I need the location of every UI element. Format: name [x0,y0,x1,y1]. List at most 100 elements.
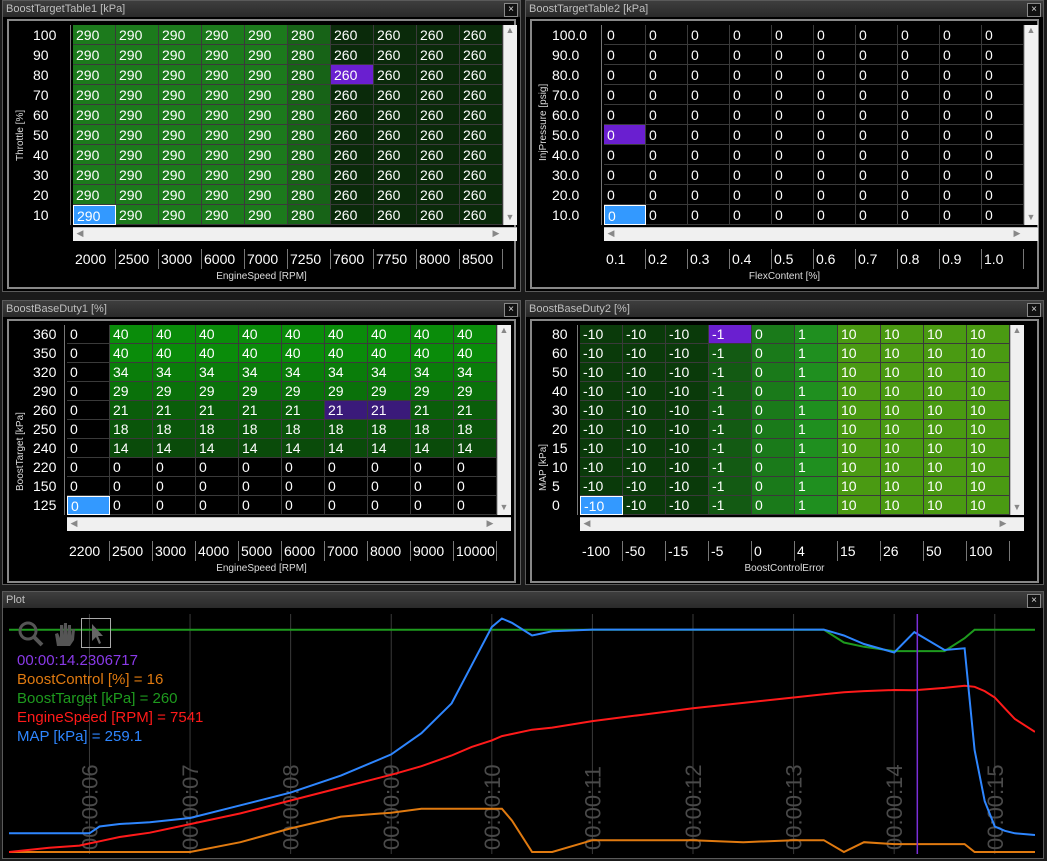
horizontal-scrollbar[interactable] [73,227,517,241]
table-cell[interactable]: 0 [814,105,856,125]
table-cell[interactable]: 0 [898,65,940,85]
table-cell[interactable]: 0 [772,145,814,165]
table-cell[interactable]: 0 [368,477,411,496]
table-cell[interactable]: 14 [411,439,454,458]
table-cell[interactable]: 260 [374,25,417,45]
table-cell[interactable]: -1 [709,325,752,344]
table-cell[interactable]: 0 [688,45,730,65]
table-cell[interactable]: -10 [666,496,709,515]
table-cell[interactable]: 260 [374,65,417,85]
table-cell[interactable]: 0 [646,65,688,85]
scroll-right-arrow-icon[interactable]: ▶ [492,228,500,238]
table-cell[interactable]: -1 [709,363,752,382]
scroll-up-arrow-icon[interactable]: ▲ [1012,325,1022,335]
table-cell[interactable]: 0 [239,496,282,515]
table-cell[interactable]: 29 [196,382,239,401]
table-cell[interactable]: 0 [898,205,940,225]
table-cell[interactable]: 0 [604,165,646,185]
table-cell[interactable]: 10 [881,458,924,477]
table-cell[interactable]: 0 [282,496,325,515]
table-cell[interactable]: 290 [116,125,159,145]
table-cell[interactable]: 260 [460,185,503,205]
table-cell[interactable]: 0 [454,496,497,515]
scroll-down-arrow-icon[interactable]: ▼ [499,502,509,512]
table-cell[interactable]: 260 [374,105,417,125]
table-cell[interactable]: 40 [282,325,325,344]
table-cell[interactable]: 0 [604,45,646,65]
table-cell[interactable]: 260 [417,45,460,65]
table-cell[interactable]: 260 [460,105,503,125]
table-cell[interactable]: 29 [368,382,411,401]
table-cell[interactable]: 280 [288,185,331,205]
table-cell[interactable]: 0 [856,85,898,105]
table-cell[interactable]: 0 [752,382,795,401]
table-cell[interactable]: 0 [772,125,814,145]
table-cell[interactable]: 0 [772,185,814,205]
table-cell[interactable]: -10 [666,363,709,382]
table-cell[interactable]: 0 [604,105,646,125]
table-cell[interactable]: 29 [454,382,497,401]
table-cell[interactable]: 260 [331,25,374,45]
scroll-right-arrow-icon[interactable]: ▶ [1013,228,1021,238]
table-cell[interactable]: 290 [116,185,159,205]
table-cell[interactable]: 260 [460,45,503,65]
table-cell[interactable]: 0 [898,145,940,165]
table-cell[interactable]: 0 [772,165,814,185]
table-cell[interactable]: 1 [795,401,838,420]
table-cell[interactable]: -1 [709,344,752,363]
table-cell[interactable]: 0 [688,25,730,45]
table-cell[interactable]: 260 [331,145,374,165]
table-cell[interactable]: 290 [73,85,116,105]
table-cell[interactable]: 10 [967,458,1010,477]
table-cell[interactable]: 260 [417,105,460,125]
table-cell[interactable]: 1 [795,439,838,458]
table-cell[interactable]: 280 [288,85,331,105]
table-cell[interactable]: 21 [411,401,454,420]
table-cell[interactable]: 290 [245,145,288,165]
table-cell[interactable]: 0 [772,65,814,85]
table-cell[interactable]: 40 [325,344,368,363]
table-cell[interactable]: 10 [924,325,967,344]
table-cell[interactable]: 10 [881,325,924,344]
table-cell[interactable]: 0 [982,65,1024,85]
horizontal-scrollbar[interactable] [604,227,1038,241]
table-cell[interactable]: 14 [239,439,282,458]
table-cell[interactable]: 29 [325,382,368,401]
table-cell[interactable]: 18 [454,420,497,439]
table-cell[interactable]: 34 [411,363,454,382]
table-cell[interactable]: 290 [159,145,202,165]
table-cell[interactable]: 290 [73,45,116,65]
table-cell[interactable]: 40 [411,325,454,344]
table-cell[interactable]: 280 [288,145,331,165]
table-cell[interactable]: -10 [623,496,666,515]
table-cell[interactable]: 0 [814,85,856,105]
table-cell[interactable]: 290 [159,125,202,145]
table-cell[interactable]: 280 [288,125,331,145]
table-cell[interactable]: 0 [67,439,110,458]
table-cell[interactable]: 10 [838,401,881,420]
table-cell[interactable]: 0 [982,165,1024,185]
table-cell[interactable]: 0 [772,45,814,65]
table-cell[interactable]: 290 [202,25,245,45]
table-cell[interactable]: 290 [73,25,116,45]
table-cell[interactable]: 0 [646,165,688,185]
table-cell[interactable]: 0 [856,125,898,145]
table-cell[interactable]: 260 [417,25,460,45]
close-button[interactable]: × [504,3,518,17]
hand-pan-icon[interactable] [49,620,77,648]
table-cell[interactable]: 34 [368,363,411,382]
table-cell[interactable]: 290 [245,185,288,205]
table-cell[interactable]: 0 [153,458,196,477]
table-cell[interactable]: 290 [73,185,116,205]
scroll-left-arrow-icon[interactable]: ◀ [76,228,84,238]
table-cell[interactable]: 0 [646,45,688,65]
table-cell[interactable]: 260 [417,205,460,225]
table-cell[interactable]: 21 [325,401,368,420]
table-cell[interactable]: 290 [116,145,159,165]
table-cell[interactable]: 10 [881,363,924,382]
table-cell[interactable]: 10 [838,439,881,458]
table-cell[interactable]: 10 [924,458,967,477]
scroll-left-arrow-icon[interactable]: ◀ [70,518,78,528]
table-cell[interactable]: 0 [688,105,730,125]
table-cell[interactable]: 280 [288,165,331,185]
